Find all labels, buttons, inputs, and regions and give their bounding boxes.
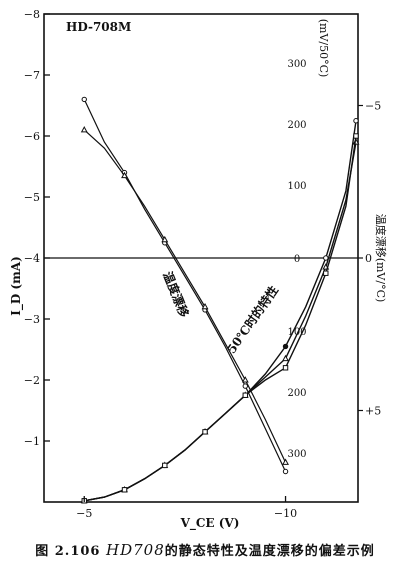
y-tick-label: −4 — [24, 252, 40, 265]
y-tick-label: −6 — [24, 130, 40, 143]
data-point — [242, 383, 248, 389]
series-line — [83, 99, 287, 472]
y-tick-label: −5 — [24, 191, 40, 204]
data-point — [241, 376, 249, 383]
inner-axis-tick-label: 100 — [287, 327, 306, 338]
right-axis-tick-label: −5 — [365, 100, 381, 113]
caption-model: HD708 — [106, 541, 165, 559]
x-axis-label: V_CE (V) — [180, 516, 240, 531]
series-line — [84, 135, 357, 502]
data-point — [80, 126, 88, 133]
inner-axis-tick-label: 200 — [287, 120, 306, 131]
data-point — [121, 171, 128, 179]
caption-text: 的静态特性及温度漂移的偏差示例 — [164, 544, 375, 559]
x-tick-label: −10 — [274, 507, 297, 520]
data-point — [162, 462, 168, 469]
data-point — [282, 365, 289, 371]
tick-group: −8 −7 −6 −5 −4 −3 −2 −1 −5 −10 300 200 100 0 100 200 300… — [24, 8, 381, 520]
data-point — [323, 270, 329, 276]
plot-frame — [43, 13, 359, 503]
y-tick-label: −7 — [24, 69, 40, 82]
data-point — [201, 302, 209, 310]
data-point — [282, 343, 289, 350]
y-tick-label: −2 — [24, 374, 40, 387]
right-axis-tick-label: +5 — [365, 405, 381, 418]
inner-axis-tick-label: 200 — [287, 388, 306, 399]
figure-caption: 图 2.106 HD708的静态特性及温度漂移的偏差示例 — [0, 540, 410, 559]
series-line — [83, 129, 287, 463]
data-point — [282, 458, 289, 465]
right-axis-tick-label: 0 — [365, 252, 372, 265]
data-point — [353, 118, 359, 124]
x-tick-label: −5 — [76, 507, 92, 520]
data-point — [353, 133, 359, 139]
caption-prefix: 图 2.106 — [35, 544, 101, 559]
inner-axis-tick-label: 300 — [287, 449, 306, 460]
y-tick-label: −1 — [24, 435, 40, 448]
series-group — [80, 96, 360, 504]
chart-title: HD-708M — [66, 20, 131, 34]
data-point — [242, 392, 248, 398]
y-tick-label: −3 — [24, 313, 40, 326]
data-point — [202, 429, 208, 435]
y-tick-label: −8 — [24, 8, 40, 21]
inner-axis-label: (mV/50°C) — [317, 19, 330, 78]
data-point — [282, 468, 289, 475]
right-axis-label: 温度漂移(mV/°C) — [374, 214, 388, 303]
data-point — [121, 487, 128, 493]
inner-axis-tick-label: 300 — [287, 59, 306, 70]
data-point — [161, 235, 169, 243]
data-point — [282, 354, 289, 362]
series-label-50c: 50℃时的特性 — [223, 283, 281, 356]
y-axis-label: I_D (mA) — [9, 256, 24, 316]
data-point — [81, 96, 87, 103]
data-point — [323, 255, 329, 261]
series-line — [84, 141, 357, 502]
inner-axis-tick-label: 100 — [287, 181, 306, 192]
inner-axis-tick-label: 0 — [294, 254, 300, 265]
